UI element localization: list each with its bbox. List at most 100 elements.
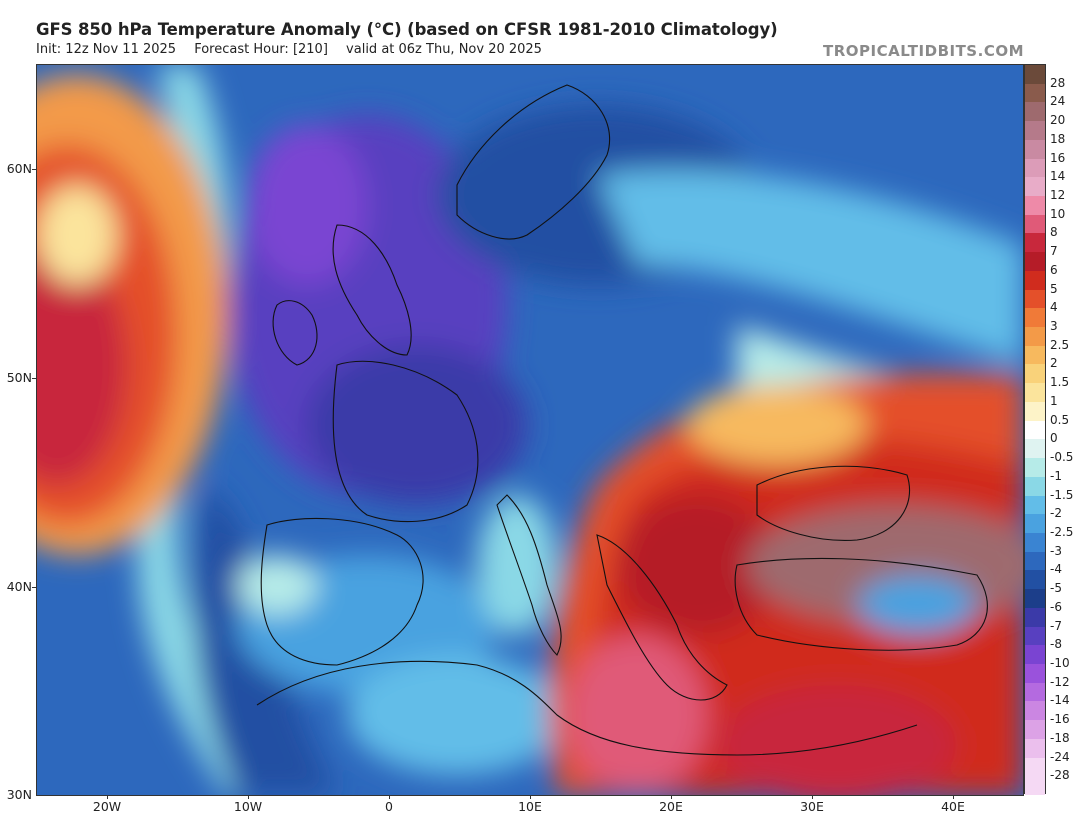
legend-color-swatch: [1025, 177, 1045, 197]
lat-tick: [32, 169, 36, 170]
legend-color-swatch: [1025, 158, 1045, 178]
lon-label-20w: 20W: [92, 799, 122, 814]
legend-color-swatch: [1025, 476, 1045, 496]
legend-label: -5: [1050, 581, 1062, 596]
legend-label: -1.5: [1050, 487, 1074, 502]
lat-label-60n: 60N: [6, 161, 32, 176]
init-time: Init: 12z Nov 11 2025: [36, 42, 177, 57]
legend-label: -24: [1050, 749, 1070, 764]
legend-color-swatch: [1025, 532, 1045, 553]
lon-label-10e: 10E: [518, 799, 542, 814]
legend-label: 14: [1050, 169, 1066, 184]
lon-label-30e: 30E: [800, 799, 824, 814]
legend-color-swatch: [1025, 196, 1045, 216]
legend-label: 16: [1050, 150, 1066, 165]
legend-label: 0: [1050, 431, 1058, 446]
legend-color-swatch: [1025, 65, 1045, 85]
legend-color-swatch: [1025, 345, 1045, 365]
legend-label: 4: [1050, 300, 1058, 315]
legend-color-swatch: [1025, 682, 1045, 702]
legend-label: -3: [1050, 543, 1062, 558]
legend-color-swatch: [1025, 139, 1045, 160]
legend-label: -2.5: [1050, 524, 1074, 539]
legend-color-swatch: [1025, 214, 1045, 234]
legend-label: -1: [1050, 468, 1062, 483]
legend-label: 5: [1050, 281, 1058, 296]
legend-color-swatch: [1025, 383, 1045, 403]
valid-time: valid at 06z Thu, Nov 20 2025: [346, 42, 542, 57]
lat-label-30n: 30N: [6, 787, 32, 802]
lon-tick: [248, 795, 249, 799]
brand-watermark: TROPICALTIDBITS.COM: [823, 42, 1024, 60]
legend-label: 2.5: [1050, 337, 1070, 352]
legend-color-swatch: [1025, 757, 1045, 777]
coastlines: [256, 84, 988, 756]
lon-label-0: 0: [385, 799, 393, 814]
legend-color-swatch: [1025, 720, 1045, 740]
legend-label: 12: [1050, 188, 1066, 203]
legend-label: -18: [1050, 730, 1070, 745]
legend-color-swatch: [1025, 270, 1045, 291]
legend-label: 8: [1050, 225, 1058, 240]
legend-color-swatch: [1025, 701, 1045, 721]
lon-tick: [812, 795, 813, 799]
legend-label: 1.5: [1050, 375, 1070, 390]
legend-color-swatch: [1025, 626, 1045, 646]
legend-color-swatch: [1025, 308, 1045, 328]
legend-colorbar: [1024, 64, 1046, 796]
legend-color-swatch: [1025, 738, 1045, 759]
legend-label: -7: [1050, 618, 1062, 633]
legend-label: -10: [1050, 655, 1070, 670]
lon-label-10w: 10W: [233, 799, 263, 814]
legend-color-swatch: [1025, 439, 1045, 459]
lat-label-50n: 50N: [6, 370, 32, 385]
legend-color-swatch: [1025, 83, 1045, 103]
legend-color-swatch: [1025, 401, 1045, 422]
lat-tick: [32, 378, 36, 379]
legend-color-swatch: [1025, 607, 1045, 628]
lon-tick: [671, 795, 672, 799]
legend-color-swatch: [1025, 252, 1045, 272]
legend-color-swatch: [1025, 495, 1045, 515]
lon-tick: [530, 795, 531, 799]
legend-label: -2: [1050, 506, 1062, 521]
legend-color-swatch: [1025, 289, 1045, 309]
legend-label: 20: [1050, 113, 1066, 128]
legend-color-swatch: [1025, 102, 1045, 122]
legend-label: -6: [1050, 599, 1062, 614]
legend-color-swatch: [1025, 645, 1045, 665]
legend-label: 10: [1050, 206, 1066, 221]
legend-color-swatch: [1025, 364, 1045, 384]
legend-label: -0.5: [1050, 450, 1074, 465]
map-subtitle: Init: 12z Nov 11 2025 Forecast Hour: [21…: [36, 42, 556, 57]
legend-label: 28: [1050, 75, 1066, 90]
legend-color-swatch: [1025, 327, 1045, 347]
lon-tick: [953, 795, 954, 799]
legend-label: 7: [1050, 244, 1058, 259]
legend-label: 18: [1050, 131, 1066, 146]
legend-color-swatch: [1025, 663, 1045, 684]
legend-label: -12: [1050, 674, 1070, 689]
legend-label: 1: [1050, 393, 1058, 408]
legend-label: 2: [1050, 356, 1058, 371]
legend-label: -14: [1050, 693, 1070, 708]
lat-tick: [32, 587, 36, 588]
lat-label-40n: 40N: [6, 579, 32, 594]
legend-label: -8: [1050, 637, 1062, 652]
legend-label: 6: [1050, 262, 1058, 277]
page-title: GFS 850 hPa Temperature Anomaly (°C) (ba…: [36, 20, 778, 39]
legend-label: 3: [1050, 319, 1058, 334]
lon-label-20e: 20E: [659, 799, 683, 814]
lon-tick: [389, 795, 390, 799]
legend-color-swatch: [1025, 233, 1045, 253]
lon-label-40e: 40E: [941, 799, 965, 814]
legend-label: 0.5: [1050, 412, 1070, 427]
legend-label: -4: [1050, 562, 1062, 577]
legend-color-swatch: [1025, 420, 1045, 440]
legend-color-swatch: [1025, 551, 1045, 571]
legend-color-swatch: [1025, 514, 1045, 534]
lon-tick: [107, 795, 108, 799]
legend-color-swatch: [1025, 776, 1045, 796]
anomaly-map: [36, 64, 1024, 796]
legend-color-swatch: [1025, 458, 1045, 478]
